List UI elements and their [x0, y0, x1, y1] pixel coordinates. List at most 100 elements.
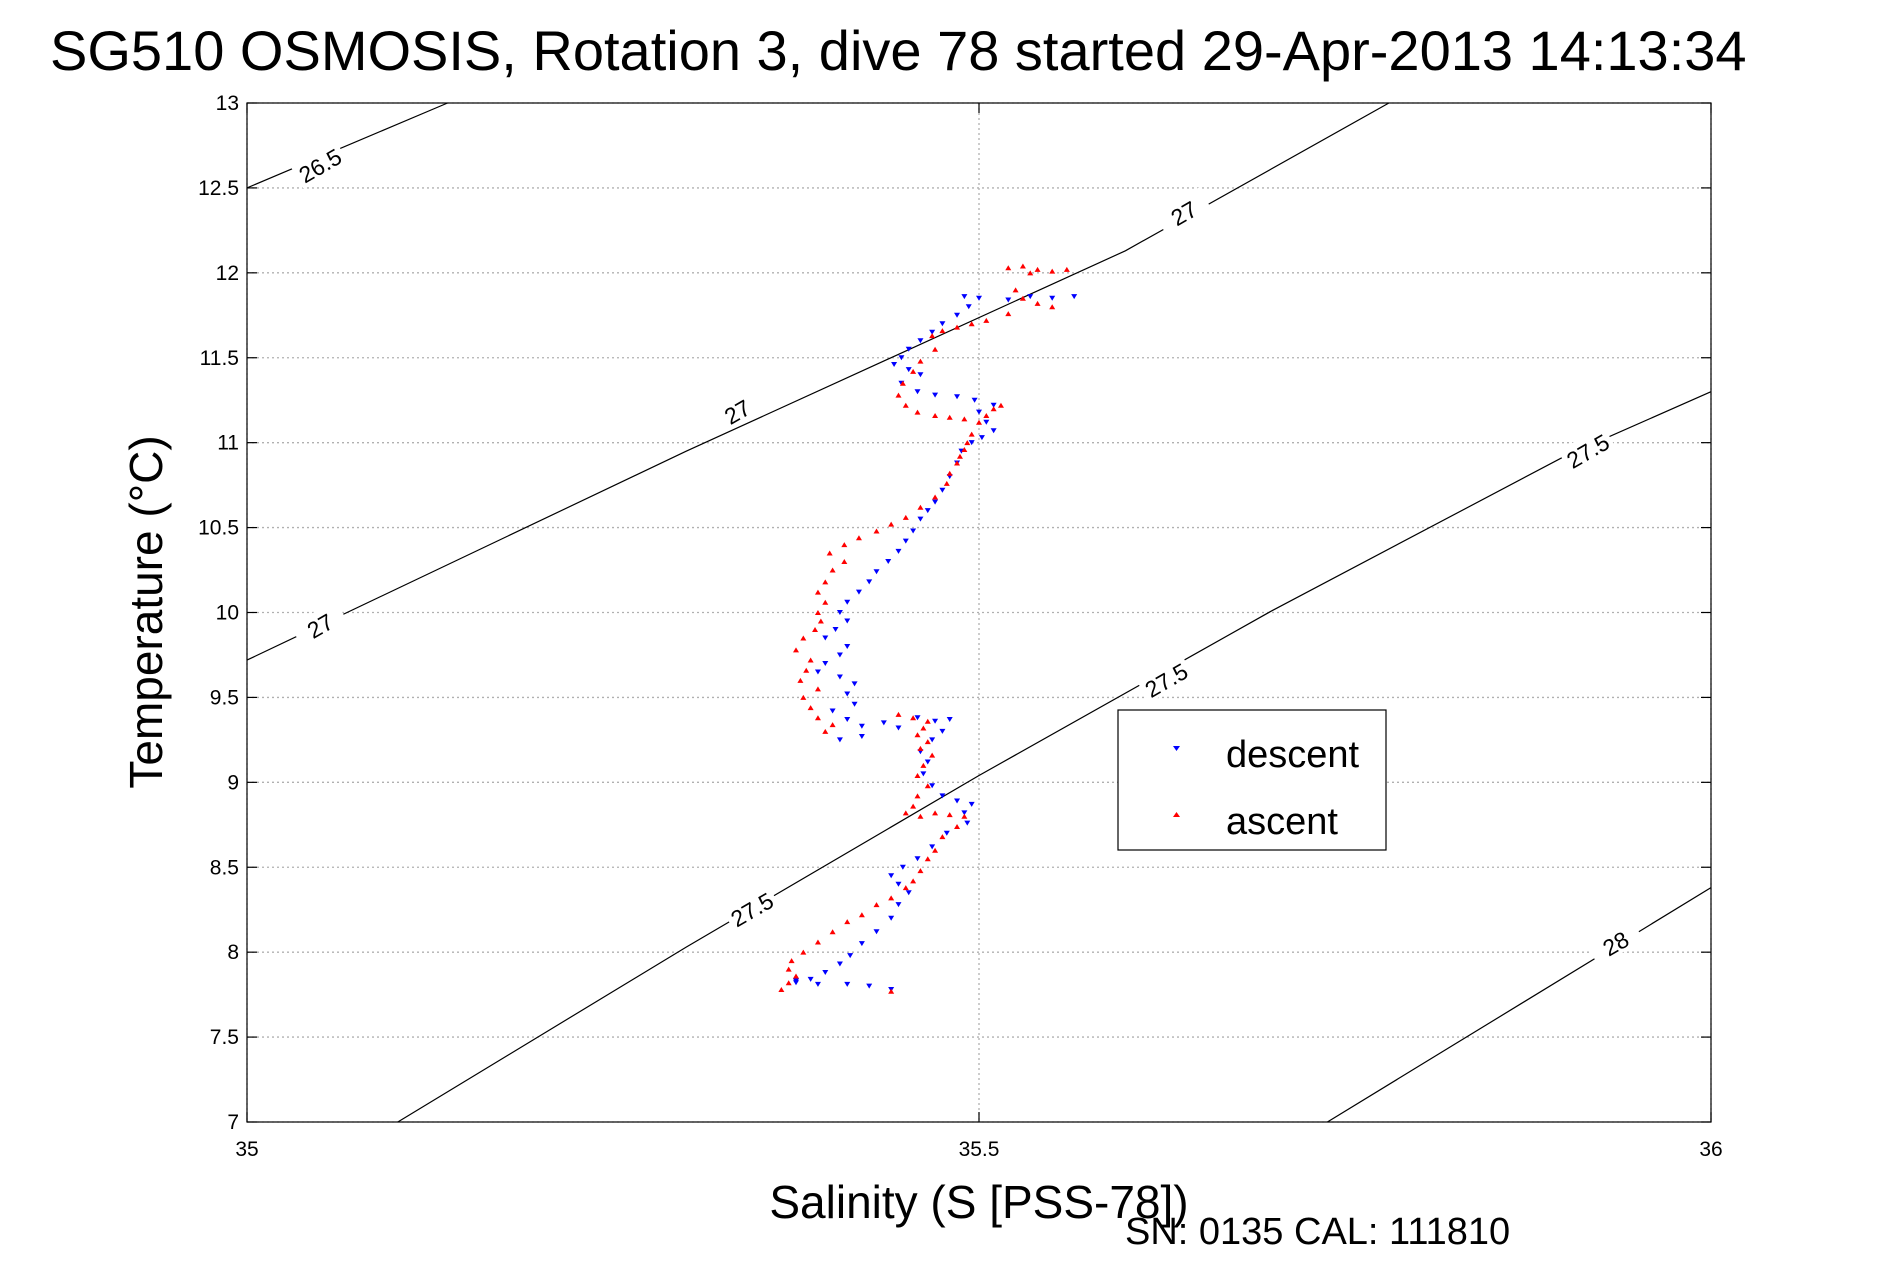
ascent-point [785, 980, 792, 986]
descent-point [895, 902, 902, 908]
ascent-point [943, 480, 950, 486]
descent-point [905, 890, 912, 896]
y-tick-label: 13 [216, 92, 239, 115]
contour-line-27 [246, 102, 1390, 661]
descent-point [855, 589, 862, 595]
ascent-point [1034, 266, 1041, 272]
contour-label-bg [1585, 917, 1644, 967]
ascent-point [1049, 268, 1056, 274]
ascent-point [902, 810, 909, 816]
descent-point [943, 830, 950, 836]
descent-point [917, 372, 924, 378]
ascent-point [910, 368, 917, 374]
ascent-point [895, 392, 902, 398]
contour-label-bg [290, 600, 349, 649]
ascent-point [807, 705, 814, 711]
ascent-point [924, 739, 931, 745]
ascent-point [914, 793, 921, 799]
descent-point [836, 652, 843, 658]
ascent-point [946, 470, 953, 476]
ascent-point [920, 762, 927, 768]
ascent-point [968, 431, 975, 437]
descent-point [905, 346, 912, 352]
descent-point [844, 716, 851, 722]
contour-label-bg [722, 883, 781, 933]
y-tick-label: 9.5 [210, 686, 239, 709]
ascent-point [888, 521, 895, 527]
ascent-point [1027, 270, 1034, 276]
descent-point [899, 864, 906, 870]
descent-point [961, 294, 968, 300]
ascent-point [800, 635, 807, 641]
legend-label-descent: descent [1226, 734, 1360, 776]
descent-point [858, 941, 865, 947]
descent-point [976, 409, 982, 415]
descent-point [929, 844, 936, 850]
descent-point [851, 701, 858, 707]
ascent-point [814, 610, 821, 615]
legend-marker-ascent [1173, 812, 1180, 817]
descent-point [1049, 295, 1056, 301]
descent-point [917, 516, 924, 522]
ascent-point [888, 895, 895, 901]
ascent-point [822, 599, 829, 605]
ascent-point [983, 317, 990, 323]
ascent-point [1063, 266, 1070, 272]
descent-point [939, 321, 946, 327]
contour-label-group: 26.5 [290, 139, 349, 189]
ascent-point [964, 440, 971, 446]
descent-point [891, 362, 898, 368]
ascent-point [932, 346, 939, 352]
ascent-point [920, 725, 927, 731]
descent-point [968, 801, 975, 807]
y-tick-label: 12 [216, 262, 239, 285]
ascent-point [961, 446, 968, 452]
contour-label-group: 28 [1585, 917, 1644, 967]
descent-point [880, 720, 887, 726]
descent-point [946, 716, 953, 722]
y-tick-label: 11.5 [200, 347, 239, 370]
ascent-point [841, 542, 848, 548]
descent-point [910, 528, 917, 534]
descent-point [836, 737, 843, 743]
ascent-point [976, 419, 982, 425]
series-descent [793, 294, 1078, 993]
ascent-point [1005, 311, 1012, 317]
descent-point [844, 599, 851, 605]
descent-point [873, 569, 880, 575]
ascent-point [946, 414, 953, 420]
ascent-point [899, 380, 906, 386]
descent-point [836, 961, 843, 967]
ascent-point [997, 402, 1004, 408]
descent-point [844, 618, 851, 624]
y-tick-label: 7.5 [210, 1026, 239, 1049]
y-tick-label: 9 [227, 771, 239, 794]
ascent-point [814, 686, 821, 692]
ascent-point [788, 958, 795, 964]
descent-point [929, 737, 936, 743]
descent-point [964, 820, 971, 826]
descent-point [920, 771, 927, 777]
legend: descent ascent [1117, 709, 1387, 851]
descent-point [836, 610, 843, 615]
descent-point [954, 798, 961, 804]
serial-calibration-note: SN: 0135 CAL: 111810 [1125, 1211, 1510, 1253]
descent-point [888, 915, 895, 921]
descent-point [929, 329, 936, 335]
ascent-point [785, 966, 792, 972]
x-tick-label: 35 [235, 1138, 258, 1161]
descent-point [814, 669, 821, 675]
ascent-point [841, 559, 848, 565]
descent-point [885, 559, 892, 565]
ascent-point [914, 409, 921, 415]
ascent-point [910, 715, 917, 721]
ascent-point [917, 358, 924, 364]
ascent-point [873, 902, 880, 908]
ascent-point [924, 718, 931, 724]
descent-point [822, 635, 829, 641]
y-tick-label: 11 [217, 432, 239, 455]
y-tick-label: 10.5 [198, 517, 239, 540]
ascent-point [1005, 265, 1012, 271]
contour-label-group: 27 [290, 600, 349, 649]
